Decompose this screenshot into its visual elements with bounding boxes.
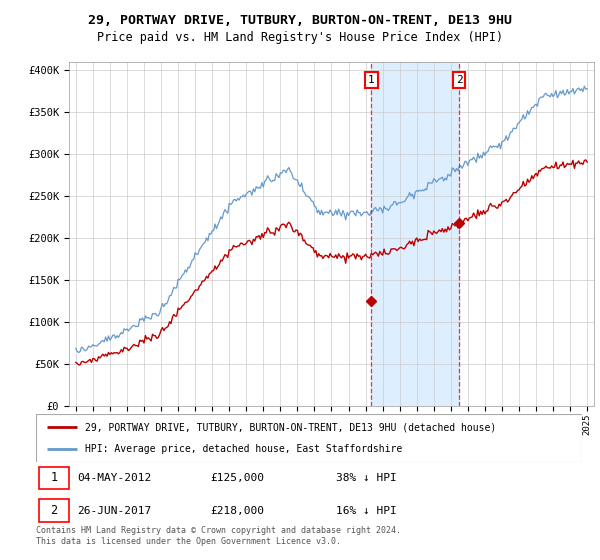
Text: Contains HM Land Registry data © Crown copyright and database right 2024.
This d: Contains HM Land Registry data © Crown c…	[36, 526, 401, 546]
Text: 2: 2	[456, 75, 463, 85]
FancyBboxPatch shape	[39, 500, 69, 522]
Text: 38% ↓ HPI: 38% ↓ HPI	[337, 473, 397, 483]
FancyBboxPatch shape	[36, 414, 582, 462]
Text: £218,000: £218,000	[211, 506, 265, 516]
FancyBboxPatch shape	[39, 466, 69, 489]
Text: 16% ↓ HPI: 16% ↓ HPI	[337, 506, 397, 516]
Text: £125,000: £125,000	[211, 473, 265, 483]
Text: HPI: Average price, detached house, East Staffordshire: HPI: Average price, detached house, East…	[85, 444, 403, 454]
Bar	[371, 62, 459, 406]
Text: 2: 2	[50, 504, 58, 517]
Text: 29, PORTWAY DRIVE, TUTBURY, BURTON-ON-TRENT, DE13 9HU: 29, PORTWAY DRIVE, TUTBURY, BURTON-ON-TR…	[88, 14, 512, 27]
Text: 1: 1	[368, 75, 375, 85]
Text: Price paid vs. HM Land Registry's House Price Index (HPI): Price paid vs. HM Land Registry's House …	[97, 31, 503, 44]
Text: 29, PORTWAY DRIVE, TUTBURY, BURTON-ON-TRENT, DE13 9HU (detached house): 29, PORTWAY DRIVE, TUTBURY, BURTON-ON-TR…	[85, 422, 496, 432]
Text: 26-JUN-2017: 26-JUN-2017	[77, 506, 151, 516]
Text: 04-MAY-2012: 04-MAY-2012	[77, 473, 151, 483]
Text: 1: 1	[50, 471, 58, 484]
